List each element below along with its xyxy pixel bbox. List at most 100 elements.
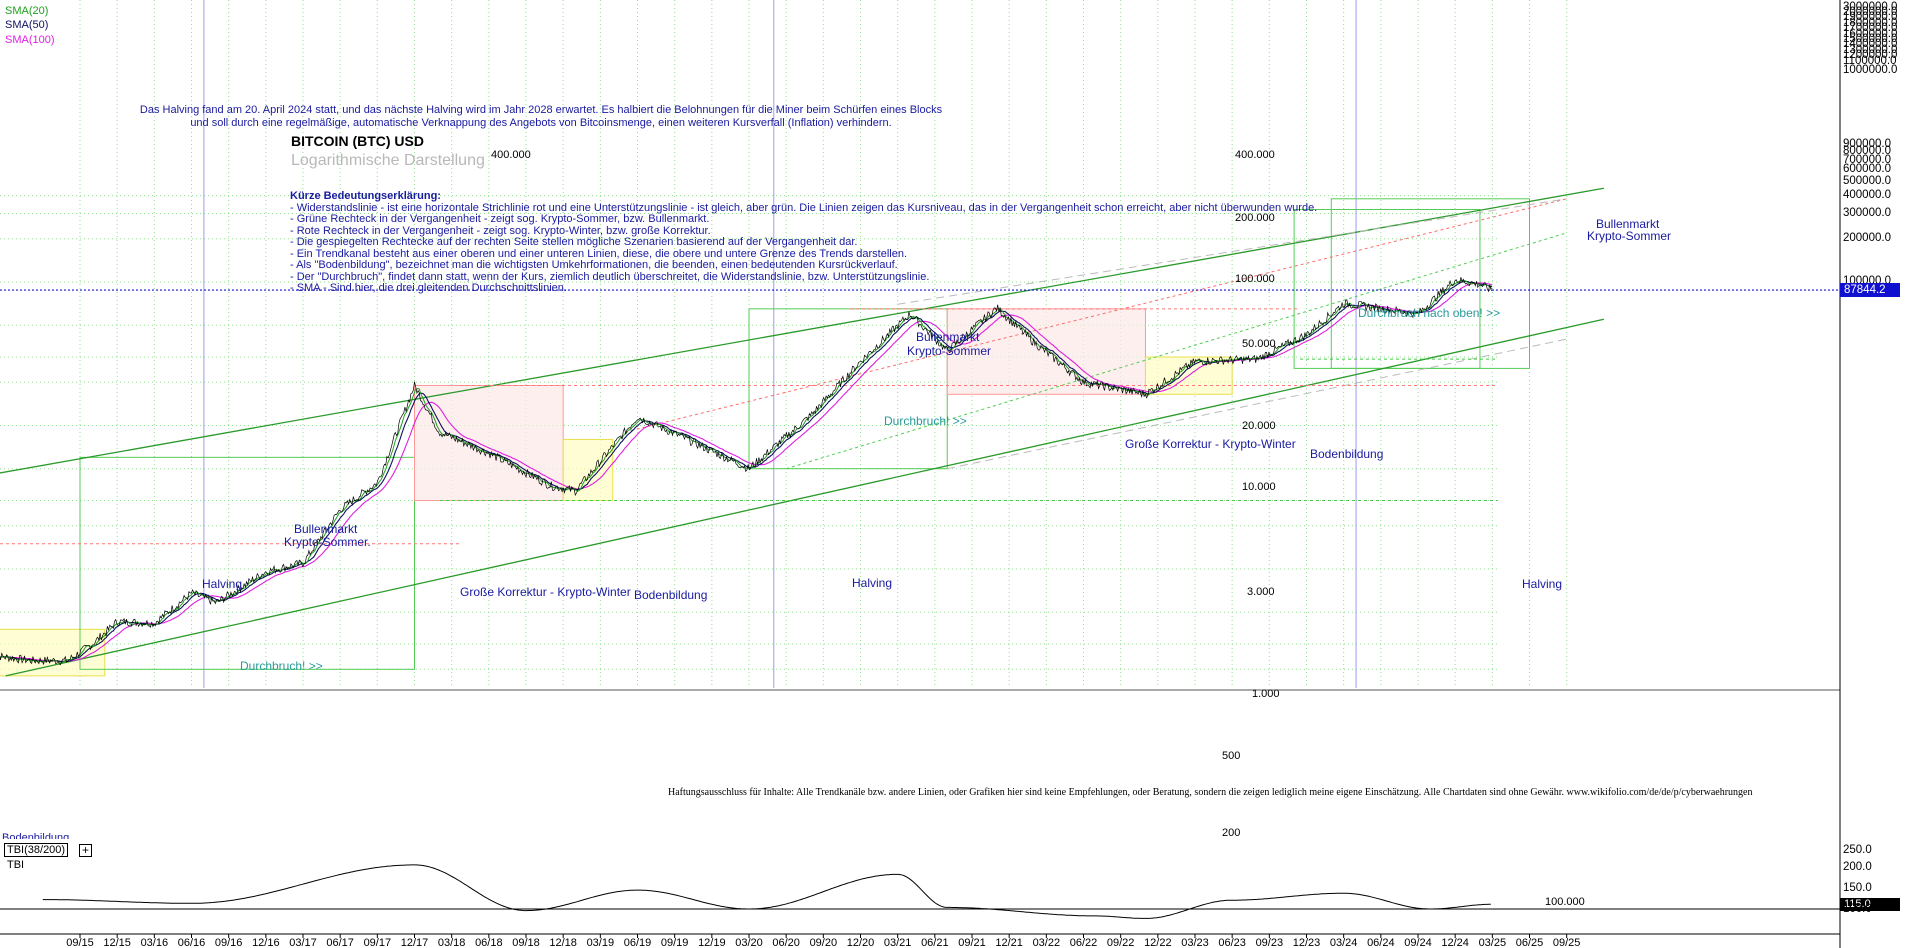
tbi-axis-tick: 100.0 (1843, 903, 1872, 915)
legend-sma100: SMA(100) (5, 34, 55, 46)
x-tick-label: 06/25 (1516, 937, 1544, 948)
right-axis-tick: 1900000.0 (1843, 11, 1898, 24)
right-axis-tick: 300000.0 (1843, 206, 1891, 219)
x-tick-label: 03/20 (735, 937, 763, 948)
bottom-rect (0, 628, 106, 677)
x-tick-label: 09/17 (364, 937, 392, 948)
last-price-badge: 87844.2 (1840, 283, 1900, 298)
correction-label: Große Korrektur - Krypto-Winter (1125, 437, 1296, 451)
level-label: 200.000 (1235, 212, 1275, 224)
level-label: 400.000 (1235, 149, 1275, 161)
trend-lower (5, 318, 1604, 677)
x-tick-label: 06/24 (1367, 937, 1395, 948)
x-tick-label: 12/23 (1293, 937, 1321, 948)
level-label: 500 (1222, 750, 1241, 762)
explanation-line: - Widerstandslinie - ist eine horizontal… (290, 201, 1318, 214)
x-tick-label: 03/19 (587, 937, 615, 948)
right-axis-tick: 900000.0 (1843, 138, 1891, 151)
price-line (0, 277, 1493, 666)
x-tick-label: 03/16 (141, 937, 169, 948)
x-tick-label: 12/19 (698, 937, 726, 948)
tbi-axis-tick: 250.0 (1843, 844, 1872, 856)
right-axis-tick: 1200000.0 (1843, 49, 1898, 62)
x-tick-label: 06/18 (475, 937, 503, 948)
right-axis-tick: 1600000.0 (1843, 27, 1898, 40)
bull-label: Bullenmarkt (1596, 217, 1660, 231)
tbi-level-label: 100.000 (1545, 896, 1585, 908)
price-series (0, 277, 1493, 666)
tbi-axis-tick: 150.0 (1843, 882, 1872, 894)
right-axis-tick: 600000.0 (1843, 163, 1891, 176)
explanation-line: - Ein Trendkanal besteht aus einer obere… (290, 247, 908, 260)
level-label: 200 (1222, 827, 1241, 839)
x-tick-label: 12/20 (847, 937, 875, 948)
x-tick-label: 03/25 (1479, 937, 1507, 948)
explanation-line: - Die gespiegelten Rechtecke auf der rec… (290, 236, 858, 248)
x-tick-label: 09/16 (215, 937, 243, 948)
right-axis-tick: 1400000.0 (1843, 38, 1898, 51)
x-tick-label: 09/19 (661, 937, 689, 948)
right-axis-tick: 2000000.0 (1843, 6, 1898, 18)
right-axis-tick: 200000.0 (1843, 231, 1891, 244)
correction-label: Große Korrektur - Krypto-Winter (460, 585, 631, 599)
tbi-last-badge: 115.0 (1840, 898, 1900, 912)
bull-rect (1293, 209, 1481, 369)
grid (0, 0, 1568, 688)
tbi-panel (0, 0, 1841, 948)
halving-label: Halving (852, 576, 893, 590)
x-tick-label: 03/24 (1330, 937, 1358, 948)
level-label: 1.000 (1252, 688, 1280, 700)
tbi-axis-tick: 200.0 (1843, 861, 1872, 873)
level-label: 3.000 (1247, 586, 1275, 598)
x-tick-label: 09/22 (1107, 937, 1135, 948)
level-label: 20.000 (1242, 420, 1276, 432)
bottom-rect (562, 438, 614, 502)
bull-label: Krypto-Sommer. (284, 535, 371, 549)
level-label: 50.000 (1242, 338, 1276, 350)
tbi-sub-label: TBI (7, 859, 25, 871)
bottom-label-cut: Bodenbildung (2, 832, 70, 839)
right-axis-tick: 3000000.0 (1843, 1, 1898, 13)
x-tick-label: 06/23 (1218, 937, 1246, 948)
x-tick-label: 12/24 (1441, 937, 1469, 948)
bull-label: Krypto-Sommer (907, 344, 992, 358)
right-axis-tick: 1100000.0 (1843, 54, 1897, 67)
x-tick-label: 06/19 (624, 937, 652, 948)
right-axis-tick: 1500000.0 (1843, 33, 1898, 45)
explanation-heading: Kürze Bedeutungserklärung: (290, 190, 441, 202)
level-label: 10.000 (1242, 481, 1276, 493)
right-axis-tick: 400000.0 (1843, 188, 1891, 201)
tbi-label: TBI(38/200) (4, 843, 69, 857)
x-tick-label: 06/21 (921, 937, 949, 948)
x-tick-label: 06/16 (178, 937, 206, 948)
x-tick-label: 12/15 (103, 937, 131, 948)
explanation-line: - Rote Rechteck in der Vergangenheit - z… (290, 224, 711, 237)
bull-label: Krypto-Sommer (1587, 229, 1672, 243)
trend-lines (0, 187, 1840, 677)
bottom-label: Bodenbildung (1310, 447, 1384, 461)
x-tick-label: 03/22 (1033, 937, 1061, 948)
proj-gray (897, 198, 1567, 305)
halving-label: Halving (1522, 577, 1563, 591)
halving-note: Das Halving fand am 20. April 2024 statt… (0, 104, 1082, 130)
proj-green (786, 232, 1567, 470)
x-tick-label: 12/18 (549, 937, 577, 948)
right-axis-tick: 500000.0 (1843, 174, 1891, 187)
x-tick-label: 12/16 (252, 937, 280, 948)
x-tick-label: 03/18 (438, 937, 466, 948)
right-axis-tick: 1700000.0 (1843, 22, 1898, 35)
x-tick-label: 12/22 (1144, 937, 1172, 948)
disclaimer: Haftungsausschluss für Inhalte: Alle Tre… (668, 787, 1753, 798)
tbi-add-icon[interactable]: + (79, 844, 92, 857)
x-tick-label: 03/23 (1181, 937, 1209, 948)
halving-note-line1: Das Halving fand am 20. April 2024 statt… (139, 104, 943, 116)
winter-rect (946, 308, 1146, 395)
bull-rect (79, 456, 415, 670)
x-tick-label: 09/18 (512, 937, 540, 948)
explanation-line: - Der "Durchbruch", findet dann statt, w… (290, 270, 930, 283)
tbi-line (42, 864, 1491, 919)
x-tick-label: 06/20 (772, 937, 800, 948)
explanation-block: Kürze Bedeutungserklärung: - Widerstands… (290, 190, 1318, 295)
bull-label: Bullenmarkt (294, 522, 358, 536)
x-tick-label: 12/21 (995, 937, 1023, 948)
